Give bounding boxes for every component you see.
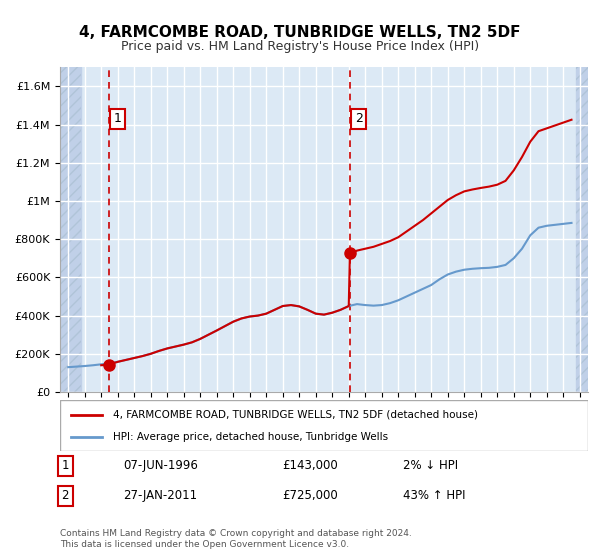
Text: £725,000: £725,000 <box>282 489 338 502</box>
Text: Price paid vs. HM Land Registry's House Price Index (HPI): Price paid vs. HM Land Registry's House … <box>121 40 479 53</box>
Text: 1: 1 <box>113 113 121 125</box>
Bar <box>577 67 588 392</box>
Text: 07-JUN-1996: 07-JUN-1996 <box>124 459 198 473</box>
Bar <box>60 67 82 392</box>
Bar <box>60 67 82 392</box>
Text: 2: 2 <box>355 113 363 125</box>
Text: 1: 1 <box>62 459 69 473</box>
Text: 4, FARMCOMBE ROAD, TUNBRIDGE WELLS, TN2 5DF (detached house): 4, FARMCOMBE ROAD, TUNBRIDGE WELLS, TN2 … <box>113 409 478 419</box>
Text: £143,000: £143,000 <box>282 459 338 473</box>
Text: 4, FARMCOMBE ROAD, TUNBRIDGE WELLS, TN2 5DF: 4, FARMCOMBE ROAD, TUNBRIDGE WELLS, TN2 … <box>79 25 521 40</box>
Text: Contains HM Land Registry data © Crown copyright and database right 2024.
This d: Contains HM Land Registry data © Crown c… <box>60 529 412 549</box>
FancyBboxPatch shape <box>60 400 588 451</box>
Text: 2% ↓ HPI: 2% ↓ HPI <box>403 459 458 473</box>
Text: 43% ↑ HPI: 43% ↑ HPI <box>403 489 466 502</box>
Text: 2: 2 <box>62 489 69 502</box>
Bar <box>577 67 588 392</box>
Text: HPI: Average price, detached house, Tunbridge Wells: HPI: Average price, detached house, Tunb… <box>113 432 388 442</box>
Text: 27-JAN-2011: 27-JAN-2011 <box>124 489 197 502</box>
